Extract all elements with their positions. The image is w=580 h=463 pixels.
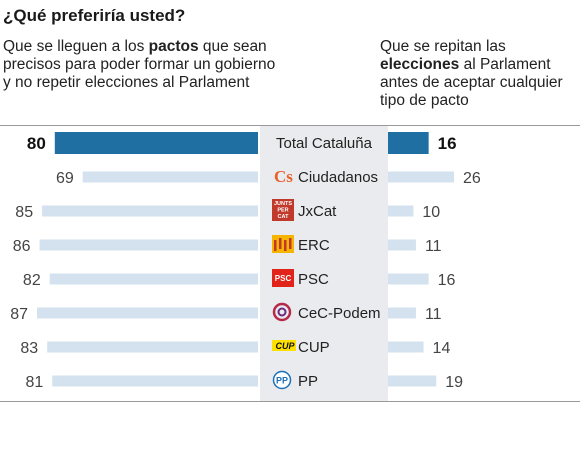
svg-text:CUP: CUP [275,341,295,351]
left-bar-1 [82,171,259,183]
left-bar-0 [54,132,258,154]
left-column-header: Que se lleguen a los pactos que sean pre… [3,38,278,92]
right-value-label: 11 [425,238,442,255]
left-bar-4 [49,273,258,285]
right-value-label: 14 [433,340,451,357]
cec-podem-logo-icon [272,302,292,322]
left-value-label: 86 [13,238,31,255]
left-value-label: 85 [15,204,33,221]
right-value-label: 16 [438,272,456,289]
left-value-label: 69 [56,170,74,187]
right-bar-7 [388,375,437,387]
right-header-text: Que se repitan las [380,38,506,55]
left-value-label: 80 [27,134,46,153]
svg-text:PP: PP [276,376,288,386]
category-label: ERC [298,237,330,254]
right-bar-3 [388,239,416,251]
svg-text:Cs: Cs [274,167,293,186]
right-bar-6 [388,341,424,353]
left-value-label: 82 [23,272,41,289]
right-value-label: 19 [445,374,463,391]
category-label: JxCat [298,203,337,220]
left-value-label: 83 [20,340,38,357]
category-label: CeC-Podem [298,305,381,322]
cs-logo-icon: Cs [274,167,293,186]
right-value-label: 16 [438,134,457,153]
left-bar-7 [52,375,259,387]
category-label: PP [298,373,318,390]
right-value-label: 11 [425,306,442,323]
left-header-bold: pactos [148,38,199,55]
psc-logo-icon: PSC [272,269,294,287]
left-bar-3 [39,239,259,251]
left-value-label: 87 [10,306,28,323]
erc-logo-icon [272,235,294,253]
right-header-text-end: al Parlament antes de aceptar cualquier … [380,56,563,109]
right-bar-1 [388,171,455,183]
left-value-label: 81 [25,374,43,391]
left-header-text-end: que sean precisos para poder formar un g… [3,38,276,91]
right-bar-5 [388,307,416,319]
right-value-label: 10 [422,204,440,221]
left-bar-6 [47,341,259,353]
right-value-label: 26 [463,170,481,187]
left-bar-5 [37,307,258,319]
category-label: Ciudadanos [298,169,378,186]
cup-logo-icon: CUP [272,340,296,351]
category-label: Total Cataluña [276,135,373,152]
svg-text:PSC: PSC [275,274,292,283]
svg-text:CAT: CAT [278,214,290,220]
right-column-header: Que se repitan las elecciones al Parlame… [380,38,580,110]
pp-logo-icon: PP [272,370,292,390]
right-header-bold: elecciones [380,56,460,73]
top-rule [0,125,580,126]
left-bar-2 [42,205,258,217]
right-bar-4 [388,273,429,285]
left-header-text: Que se lleguen a los [3,38,149,55]
chart-title: ¿Qué preferiría usted? [3,6,186,25]
right-bar-0 [388,132,429,154]
right-bar-2 [388,205,414,217]
category-label: CUP [298,339,330,356]
category-label: PSC [298,271,329,288]
svg-text:JUNTS: JUNTS [274,201,292,207]
svg-text:PER: PER [277,208,288,214]
bottom-rule [0,401,580,402]
party-label-band [260,126,388,401]
